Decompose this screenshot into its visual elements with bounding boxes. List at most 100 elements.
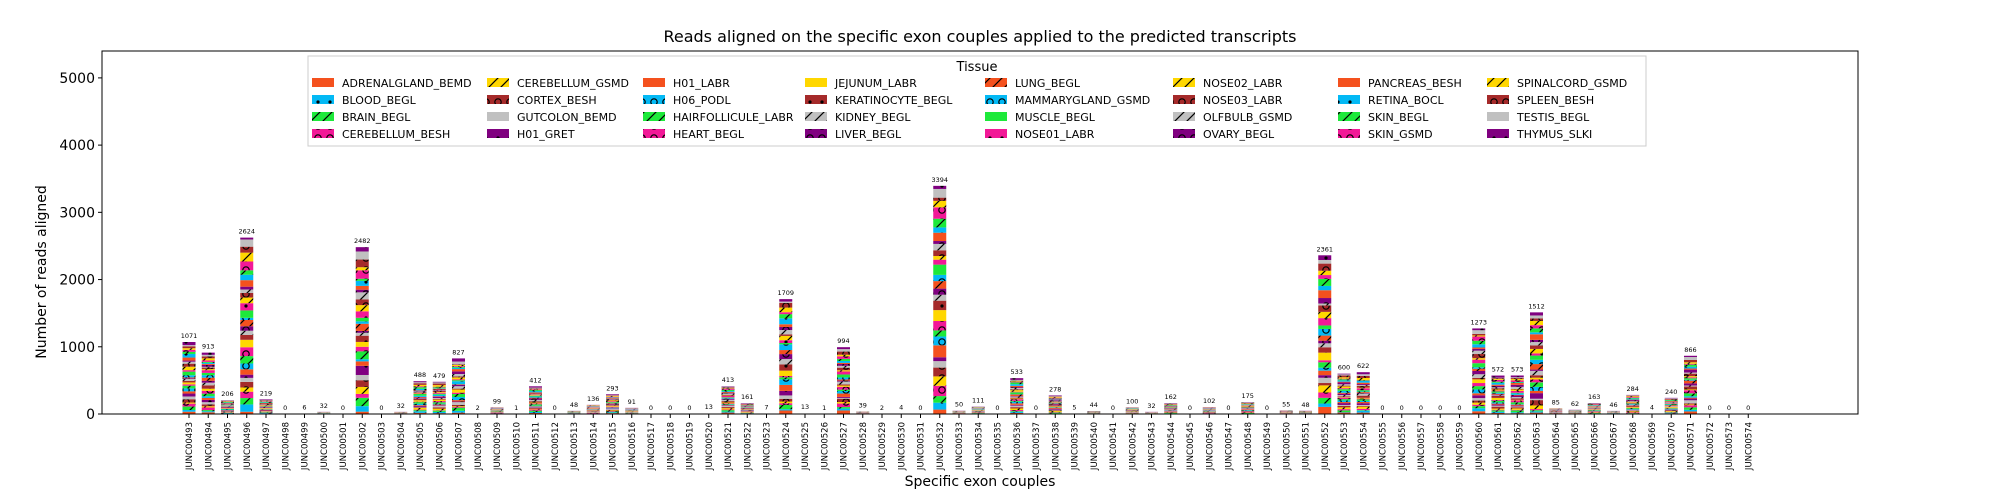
bar-segment bbox=[1626, 401, 1640, 403]
bar-segment bbox=[1472, 363, 1486, 368]
bar-JUNC00503: 0 bbox=[379, 404, 383, 412]
bar-segment bbox=[837, 362, 850, 365]
bar-segment bbox=[1587, 404, 1601, 406]
legend-swatch bbox=[805, 129, 827, 138]
x-tick-label: JUNC00563 bbox=[1533, 422, 1543, 471]
bar-segment bbox=[1472, 367, 1486, 369]
legend-item: HEART_BEGL bbox=[643, 128, 745, 141]
legend-swatch bbox=[312, 112, 334, 121]
x-tick-label: JUNC00539 bbox=[1071, 422, 1081, 471]
bar-segment bbox=[529, 390, 542, 392]
bar-segment bbox=[1510, 386, 1524, 389]
bar-segment bbox=[1010, 408, 1024, 411]
bar-segment bbox=[1664, 408, 1678, 410]
bar-segment bbox=[1530, 342, 1543, 346]
bar-segment bbox=[452, 376, 465, 378]
legend-label: NOSE01_LABR bbox=[1015, 128, 1095, 141]
x-tick-label: JUNC00533 bbox=[955, 422, 965, 471]
bar-segment bbox=[355, 247, 369, 252]
bar-segment bbox=[355, 270, 369, 279]
bar-segment bbox=[240, 292, 254, 298]
bar-segment bbox=[721, 411, 735, 413]
bar-segment bbox=[1491, 388, 1505, 390]
bar-segment bbox=[201, 370, 215, 373]
bar-value-label: 0 bbox=[379, 404, 383, 412]
bar-segment bbox=[606, 409, 619, 411]
bar-segment bbox=[413, 398, 427, 401]
bar-segment bbox=[779, 377, 793, 380]
bar-segment bbox=[432, 396, 446, 397]
bar-segment bbox=[1684, 368, 1697, 370]
bar-segment bbox=[1337, 382, 1351, 385]
bar-segment bbox=[1530, 334, 1543, 340]
bar-segment bbox=[837, 364, 850, 366]
bar-segment bbox=[432, 382, 446, 384]
legend-label: H01_GRET bbox=[517, 128, 575, 141]
bar-JUNC00545: 0 bbox=[1188, 404, 1192, 412]
bar-segment bbox=[1626, 404, 1640, 405]
bar-segment bbox=[779, 409, 793, 411]
bar-value-label: 0 bbox=[1708, 404, 1712, 412]
bar-segment bbox=[1472, 404, 1486, 407]
bar-JUNC00499: 6 bbox=[302, 404, 306, 412]
bar-segment bbox=[1356, 380, 1370, 381]
bar-segment bbox=[240, 310, 254, 318]
bar-segment bbox=[1530, 377, 1543, 380]
bar-segment bbox=[1472, 406, 1486, 409]
bar-segment bbox=[1626, 396, 1640, 398]
legend-label: KERATINOCYTE_BEGL bbox=[835, 94, 953, 107]
bar-segment bbox=[413, 403, 427, 406]
bar-value-label: 219 bbox=[260, 389, 272, 397]
x-tick-label: JUNC00507 bbox=[455, 422, 465, 471]
bar-segment bbox=[1472, 393, 1486, 396]
bar-segment bbox=[1318, 303, 1332, 306]
legend-swatch bbox=[487, 95, 509, 104]
bar-segment bbox=[452, 361, 465, 365]
bar-segment bbox=[240, 303, 254, 311]
bar-segment bbox=[1472, 368, 1486, 371]
bar-segment bbox=[240, 369, 254, 375]
x-tick-label: JUNC00527 bbox=[840, 422, 850, 471]
bar-segment bbox=[182, 396, 196, 400]
bar-segment bbox=[432, 399, 446, 402]
bar-segment bbox=[606, 394, 619, 396]
bar-segment bbox=[779, 401, 793, 404]
bar-segment bbox=[779, 334, 793, 336]
bar-value-label: 572 bbox=[1492, 366, 1504, 374]
bar-value-label: 412 bbox=[529, 376, 541, 384]
bar-JUNC00551: 48 bbox=[1299, 401, 1312, 414]
bar-segment bbox=[355, 280, 369, 286]
bar-segment bbox=[1472, 370, 1486, 375]
x-tick-label: JUNC00550 bbox=[1282, 422, 1292, 471]
legend-item: HAIRFOLLICULE_LABR bbox=[643, 111, 794, 124]
bar-segment bbox=[1510, 375, 1524, 378]
bar-segment bbox=[1010, 387, 1024, 390]
bar-segment bbox=[1010, 384, 1024, 386]
bar-value-label: 0 bbox=[1746, 404, 1750, 412]
bar-segment bbox=[1356, 406, 1370, 409]
bar-segment bbox=[1664, 405, 1678, 406]
bar-segment bbox=[413, 402, 427, 404]
bar-segment bbox=[1510, 390, 1524, 393]
bar-segment bbox=[1337, 409, 1351, 411]
bar-segment bbox=[240, 374, 254, 378]
bar-segment bbox=[1530, 369, 1543, 371]
bar-JUNC00542: 100 bbox=[1125, 397, 1139, 414]
bar-segment bbox=[1664, 410, 1678, 412]
bar-segment bbox=[1530, 409, 1543, 411]
bar-segment bbox=[1510, 398, 1524, 400]
bar-segment bbox=[221, 413, 234, 414]
bar-segment bbox=[452, 407, 465, 411]
bar-segment bbox=[355, 267, 369, 271]
bar-segment bbox=[606, 397, 619, 399]
bar-segment bbox=[1684, 404, 1697, 406]
bar-segment bbox=[933, 409, 947, 414]
bar-segment bbox=[779, 340, 793, 343]
bar-segment bbox=[1337, 397, 1351, 400]
legend-item: MUSCLE_BEGL bbox=[985, 111, 1096, 124]
legend-label: LUNG_BEGL bbox=[1015, 77, 1081, 90]
bar-segment bbox=[1491, 382, 1505, 385]
bar-segment bbox=[721, 410, 735, 412]
bar-segment bbox=[1491, 381, 1505, 383]
bar-segment bbox=[837, 351, 850, 355]
